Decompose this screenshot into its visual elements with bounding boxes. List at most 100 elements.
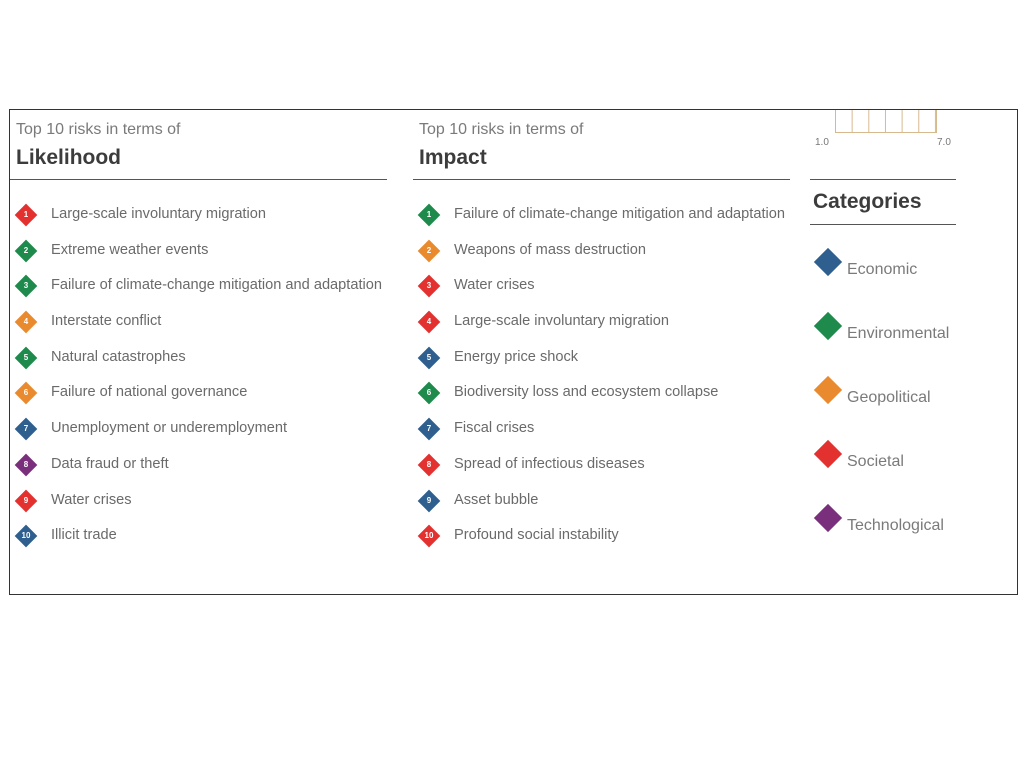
legend-divider-top bbox=[810, 179, 956, 180]
risk-list-item: 5 Energy price shock bbox=[413, 345, 793, 381]
category-label: Societal bbox=[847, 453, 904, 470]
risk-label: Weapons of mass destruction bbox=[454, 241, 646, 258]
category-label: Technological bbox=[847, 517, 944, 534]
risk-list-item: 9 Water crises bbox=[10, 488, 390, 524]
societal-diamond-icon: 3 bbox=[418, 275, 440, 297]
societal-diamond-icon: 10 bbox=[418, 525, 440, 547]
category-legend-item: Environmental bbox=[810, 311, 960, 375]
risk-rank: 8 bbox=[426, 459, 432, 469]
geopolitical-diamond-icon: 2 bbox=[418, 240, 440, 262]
risk-label: Spread of infectious diseases bbox=[454, 455, 645, 472]
risk-rank: 8 bbox=[23, 459, 29, 469]
risk-list-item: 1 Large-scale involuntary migration bbox=[10, 202, 390, 238]
likelihood-divider bbox=[10, 179, 387, 180]
risk-rank: 3 bbox=[426, 281, 432, 291]
category-legend-item: Economic bbox=[810, 247, 960, 311]
likelihood-risk-list: 1 Large-scale involuntary migration 2 Extre… bbox=[10, 202, 390, 559]
risk-list-item: 8 Data fraud or theft bbox=[10, 452, 390, 488]
risk-report-panel: Top 10 risks in terms of Likelihood 1 Lar… bbox=[9, 109, 1018, 595]
risk-list-item: 5 Natural catastrophes bbox=[10, 345, 390, 381]
likelihood-subtitle: Top 10 risks in terms of bbox=[16, 121, 181, 138]
risk-list-item: 6 Failure of national governance bbox=[10, 380, 390, 416]
scale-min-label: 1.0 bbox=[815, 137, 829, 148]
risk-label: Biodiversity loss and ecosystem collapse bbox=[454, 384, 719, 401]
risk-list-item: 8 Spread of infectious diseases bbox=[413, 452, 793, 488]
risk-rank: 7 bbox=[426, 424, 432, 434]
societal-diamond-icon: 1 bbox=[15, 204, 37, 226]
societal-diamond-icon bbox=[813, 439, 843, 469]
economic-diamond-icon: 7 bbox=[15, 418, 37, 440]
risk-list-item: 3 Failure of climate-change mitigation an… bbox=[10, 273, 390, 309]
geopolitical-diamond-icon bbox=[813, 375, 843, 405]
risk-label: Large-scale involuntary migration bbox=[51, 206, 266, 222]
risk-label: Energy price shock bbox=[454, 348, 579, 365]
risk-label: Failure of climate-change mitigation and… bbox=[51, 277, 382, 294]
risk-rank: 6 bbox=[426, 388, 432, 398]
risk-label: Natural catastrophes bbox=[51, 348, 186, 365]
risk-rank: 2 bbox=[426, 245, 432, 255]
risk-rank: 9 bbox=[23, 495, 29, 505]
category-legend-item: Technological bbox=[810, 503, 960, 567]
risk-list-item: 10 Illicit trade bbox=[10, 523, 390, 559]
impact-title: Impact bbox=[419, 146, 487, 169]
risk-list-item: 1 Failure of climate-change mitigation an… bbox=[413, 202, 793, 238]
risk-rank: 10 bbox=[424, 531, 434, 541]
category-label: Geopolitical bbox=[847, 389, 931, 406]
category-label: Environmental bbox=[847, 325, 950, 342]
societal-diamond-icon: 8 bbox=[418, 454, 440, 476]
categories-title: Categories bbox=[813, 190, 922, 213]
economic-diamond-icon: 9 bbox=[418, 490, 440, 512]
environmental-diamond-icon: 1 bbox=[418, 204, 440, 226]
environmental-diamond-icon: 3 bbox=[15, 275, 37, 297]
risk-label: Water crises bbox=[454, 277, 535, 294]
scale-bar bbox=[835, 110, 937, 133]
risk-label: Extreme weather events bbox=[51, 241, 209, 258]
impact-divider bbox=[413, 179, 790, 180]
geopolitical-diamond-icon: 6 bbox=[15, 382, 37, 404]
risk-rank: 10 bbox=[21, 531, 31, 541]
likelihood-title: Likelihood bbox=[16, 146, 121, 169]
technological-diamond-icon bbox=[813, 503, 843, 533]
risk-label: Fiscal crises bbox=[454, 420, 535, 437]
risk-list-item: 2 Extreme weather events bbox=[10, 238, 390, 274]
risk-rank: 1 bbox=[23, 210, 29, 219]
geopolitical-diamond-icon: 4 bbox=[15, 311, 37, 333]
risk-label: Interstate conflict bbox=[51, 313, 162, 330]
risk-label: Large-scale involuntary migration bbox=[454, 313, 669, 330]
risk-list-item: 3 Water crises bbox=[413, 273, 793, 309]
economic-diamond-icon bbox=[813, 247, 843, 277]
environmental-diamond-icon bbox=[813, 311, 843, 341]
risk-label: Water crises bbox=[51, 491, 132, 508]
risk-list-item: 2 Weapons of mass destruction bbox=[413, 238, 793, 274]
risk-rank: 7 bbox=[23, 424, 29, 434]
environmental-diamond-icon: 6 bbox=[418, 382, 440, 404]
risk-rank: 6 bbox=[23, 388, 29, 398]
risk-list-item: 10 Profound social instability bbox=[413, 523, 793, 559]
economic-diamond-icon: 5 bbox=[418, 347, 440, 369]
impact-risk-list: 1 Failure of climate-change mitigation an… bbox=[413, 202, 793, 559]
risk-label: Illicit trade bbox=[51, 527, 117, 544]
risk-rank: 2 bbox=[23, 245, 29, 255]
category-legend-item: Geopolitical bbox=[810, 375, 960, 439]
risk-label: Data fraud or theft bbox=[51, 455, 169, 472]
societal-diamond-icon: 9 bbox=[15, 490, 37, 512]
risk-label: Unemployment or underemployment bbox=[51, 420, 288, 437]
risk-rank: 5 bbox=[23, 352, 29, 362]
risk-label: Asset bubble bbox=[454, 491, 539, 508]
risk-list-item: 7 Unemployment or underemployment bbox=[10, 416, 390, 452]
risk-list-item: 7 Fiscal crises bbox=[413, 416, 793, 452]
risk-rank: 3 bbox=[23, 281, 29, 291]
category-label: Economic bbox=[847, 261, 918, 278]
technological-diamond-icon: 8 bbox=[15, 454, 37, 476]
economic-diamond-icon: 10 bbox=[15, 525, 37, 547]
legend-panel: 1.0 7.0 Categories Economic Environmental… bbox=[810, 110, 960, 590]
risk-label: Failure of national governance bbox=[51, 384, 248, 401]
environmental-diamond-icon: 2 bbox=[15, 240, 37, 262]
societal-diamond-icon: 4 bbox=[418, 311, 440, 333]
risk-rank: 5 bbox=[426, 352, 432, 362]
risk-label: Profound social instability bbox=[454, 527, 619, 544]
risk-list-item: 4 Interstate conflict bbox=[10, 309, 390, 345]
environmental-diamond-icon: 5 bbox=[15, 347, 37, 369]
risk-list-item: 9 Asset bubble bbox=[413, 488, 793, 524]
impact-subtitle: Top 10 risks in terms of bbox=[419, 121, 584, 138]
